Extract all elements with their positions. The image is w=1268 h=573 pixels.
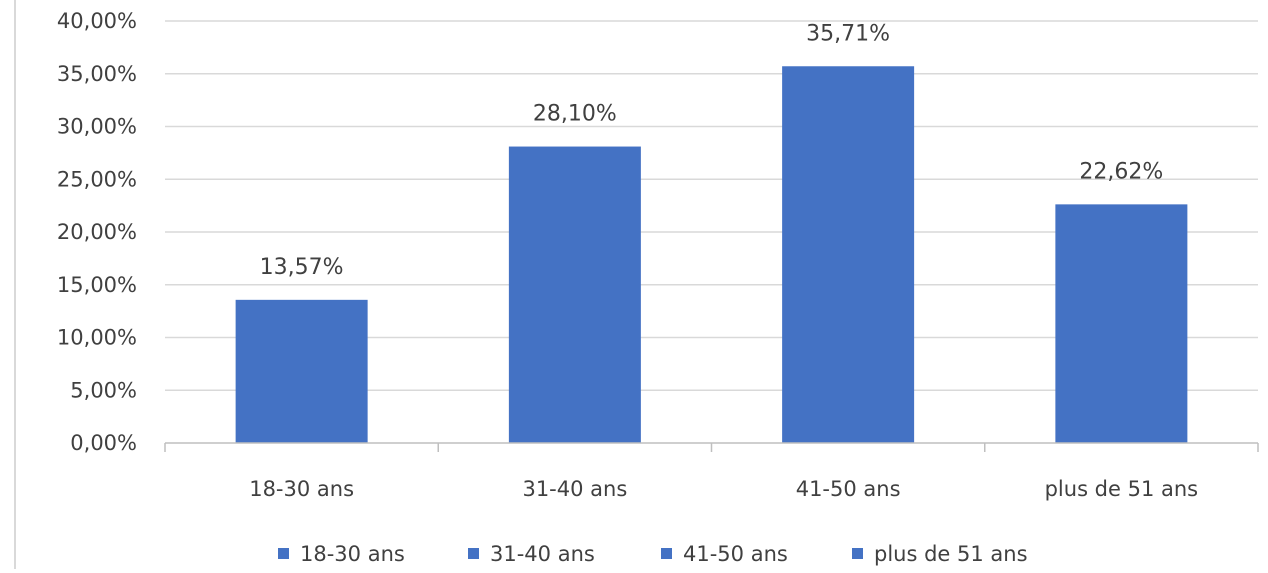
y-tick-label: 30,00% xyxy=(57,115,137,139)
legend-marker xyxy=(661,548,672,559)
y-axis-tick-labels: 0,00% 5,00% 10,00% 15,00% 20,00% 25,00% 30,00%… xyxy=(57,9,137,455)
bar xyxy=(782,66,915,444)
x-axis xyxy=(164,442,1259,452)
y-tick-label: 0,00% xyxy=(70,431,137,455)
data-label: 35,71% xyxy=(806,21,890,46)
legend-marker xyxy=(278,548,289,559)
legend-label: 18-30 ans xyxy=(300,542,405,566)
y-tick-label: 40,00% xyxy=(57,9,137,33)
y-tick-label: 25,00% xyxy=(57,167,137,191)
y-tick-label: 15,00% xyxy=(57,273,137,297)
y-tick-label: 5,00% xyxy=(70,378,137,402)
y-tick-label: 20,00% xyxy=(57,220,137,244)
legend-marker xyxy=(852,548,863,559)
bar xyxy=(1055,204,1188,443)
legend-marker xyxy=(468,548,479,559)
x-category-label: 41-50 ans xyxy=(796,477,901,501)
legend-label: 31-40 ans xyxy=(490,542,595,566)
legend-label: 41-50 ans xyxy=(683,542,788,566)
data-label: 28,10% xyxy=(533,102,617,127)
x-category-label: 18-30 ans xyxy=(249,477,354,501)
left-border xyxy=(14,0,16,569)
legend-label: plus de 51 ans xyxy=(874,542,1028,566)
bar xyxy=(508,146,641,444)
data-label: 13,57% xyxy=(260,255,344,280)
x-category-label: plus de 51 ans xyxy=(1045,477,1199,501)
data-labels: 13,57% 28,10% 35,71% 22,62% xyxy=(260,21,1164,280)
y-tick-label: 10,00% xyxy=(57,326,137,350)
data-label: 22,62% xyxy=(1079,159,1163,184)
x-category-label: 31-40 ans xyxy=(522,477,627,501)
x-axis-category-labels: 18-30 ans 31-40 ans 41-50 ans plus de 51 an… xyxy=(249,477,1198,501)
bars xyxy=(235,66,1188,444)
legend: 18-30 ans 31-40 ans 41-50 ans plus de 51 an… xyxy=(278,542,1028,566)
y-tick-label: 35,00% xyxy=(57,62,137,86)
bar xyxy=(235,299,368,443)
